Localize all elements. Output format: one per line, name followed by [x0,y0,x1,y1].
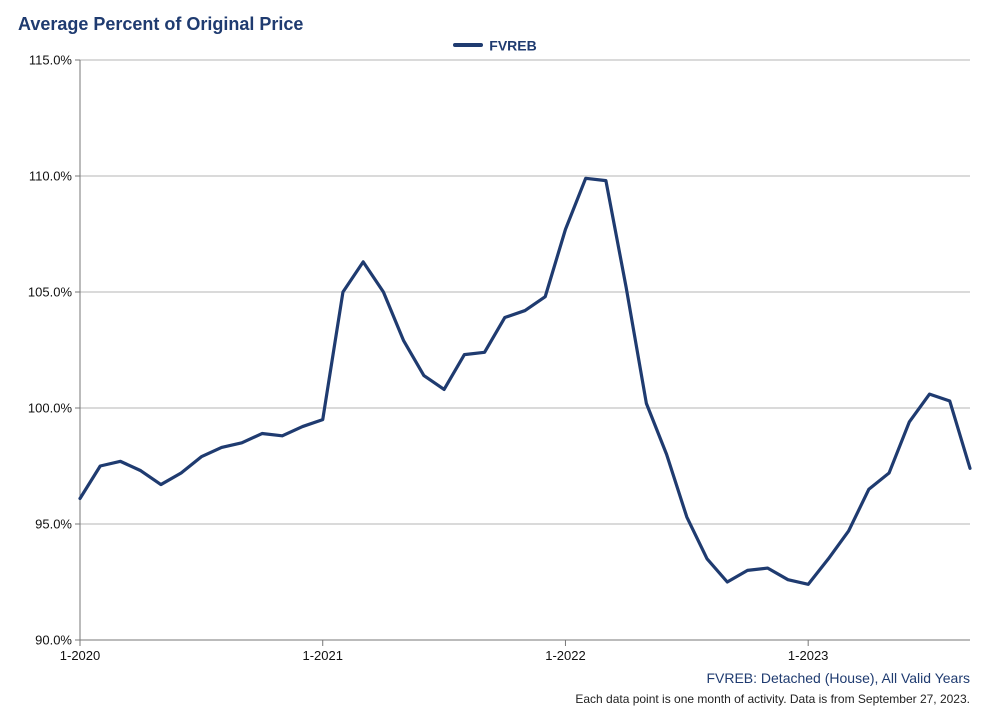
y-tick-label: 100.0% [12,401,72,416]
gridlines [80,60,970,524]
x-tick-label: 1-2020 [60,648,100,663]
x-tick-label: 1-2022 [545,648,585,663]
chart-footnote: Each data point is one month of activity… [575,692,970,706]
x-tick-label: 1-2021 [302,648,342,663]
chart-container: Average Percent of Original Price FVREB … [0,0,990,723]
x-tick-label: 1-2023 [788,648,828,663]
y-tick-label: 105.0% [12,285,72,300]
chart-svg [0,0,990,723]
axes [75,60,970,646]
y-tick-label: 95.0% [12,517,72,532]
y-tick-label: 115.0% [12,53,72,68]
chart-subtitle: FVREB: Detached (House), All Valid Years [706,670,970,686]
y-tick-label: 90.0% [12,633,72,648]
y-tick-label: 110.0% [12,169,72,184]
data-line [80,178,970,584]
